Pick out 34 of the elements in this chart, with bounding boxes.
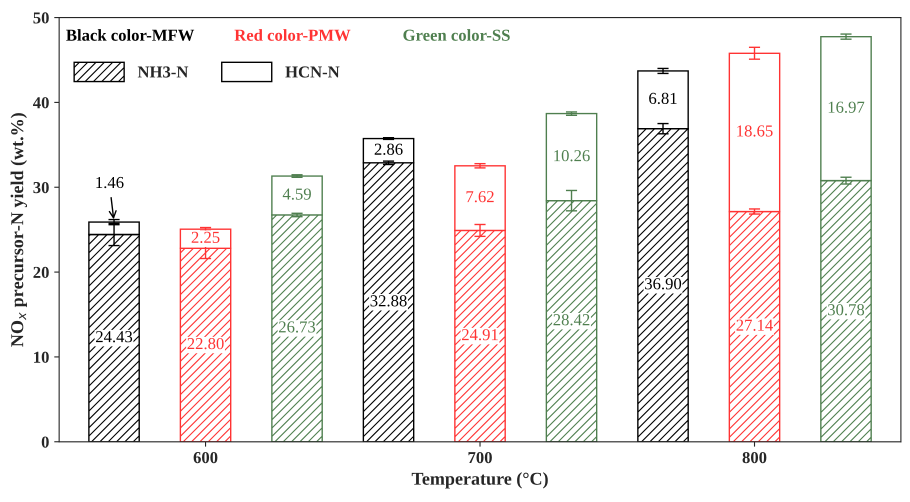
- y-tick-label: 0: [42, 436, 49, 448]
- data-label: 22.80: [188, 338, 224, 350]
- y-tick-label: 30: [33, 182, 49, 194]
- data-label: 27.14: [736, 320, 773, 331]
- data-label: 7.62: [466, 191, 494, 202]
- data-label: 16.97: [828, 102, 864, 113]
- x-axis-title: Temperature (°C): [412, 472, 548, 489]
- y-axis-title: NO$_{x}$ precursor-N yield (wt.%): [10, 113, 28, 347]
- data-label: 26.73: [279, 321, 316, 333]
- data-label: 10.26: [554, 150, 590, 162]
- data-label: 30.78: [828, 304, 864, 316]
- x-tick-label: 800: [742, 452, 766, 464]
- data-label: 2.25: [192, 232, 220, 244]
- annotation: Black color-MFW: [66, 29, 194, 41]
- data-label: 28.42: [554, 314, 590, 326]
- data-label: 18.65: [737, 125, 773, 137]
- data-label: 24.91: [462, 329, 498, 340]
- x-tick-label: 700: [468, 452, 492, 464]
- data-label: 1.46: [96, 176, 124, 188]
- data-label: 2.86: [374, 144, 403, 155]
- data-label: 6.81: [649, 92, 677, 104]
- y-tick-label: 40: [32, 97, 49, 108]
- data-label: 24.43: [96, 331, 132, 342]
- legend-label: HCN-N: [285, 66, 340, 78]
- y-tick-label: 50: [33, 12, 49, 24]
- x-tick-label: 600: [194, 452, 218, 464]
- y-tick-label: 10: [34, 352, 49, 363]
- y-tick-label: 20: [33, 266, 49, 278]
- data-label: 4.59: [282, 188, 311, 200]
- data-label: 32.88: [370, 295, 407, 307]
- data-label: 36.90: [645, 278, 682, 290]
- legend-label: NH3-N: [138, 66, 188, 78]
- annotation: Green color-SS: [403, 29, 510, 41]
- annotation: Red color-PMW: [234, 29, 350, 41]
